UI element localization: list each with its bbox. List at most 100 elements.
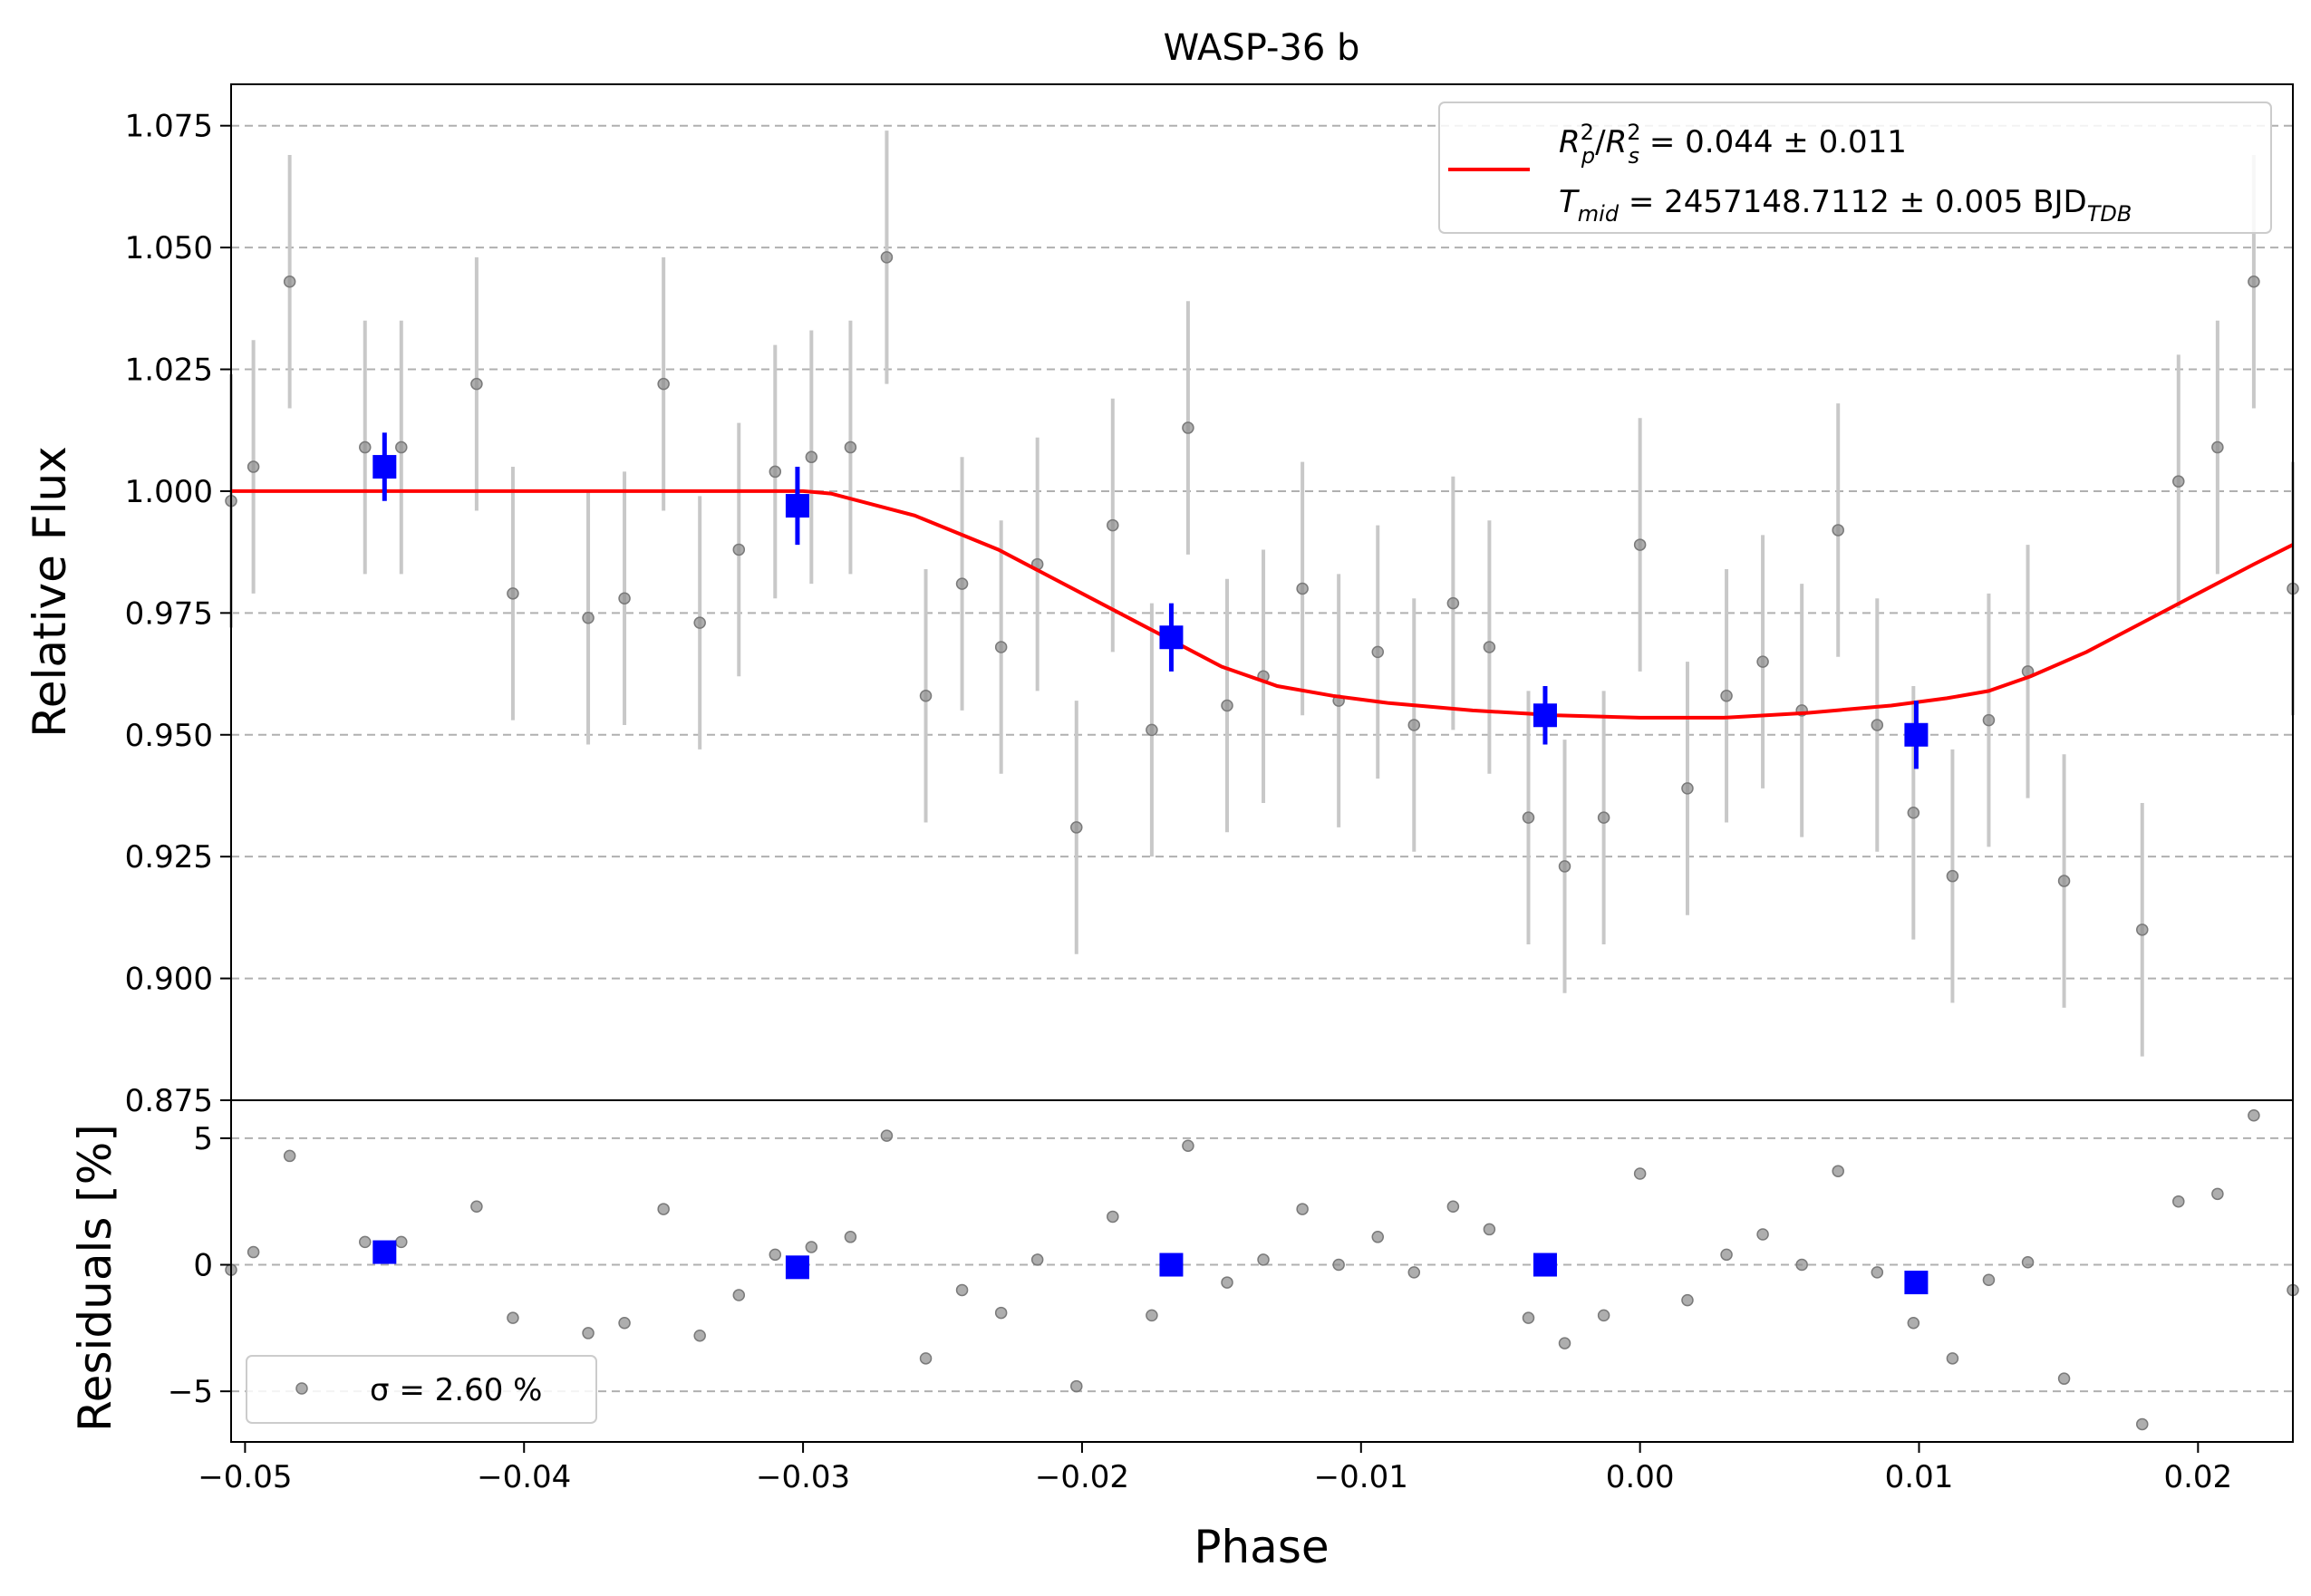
data-point xyxy=(1558,860,1571,873)
x-tick-label: −0.01 xyxy=(1314,1459,1408,1495)
residual-point xyxy=(618,1316,631,1330)
binned-point xyxy=(1533,703,1557,728)
data-point xyxy=(994,641,1008,653)
main-y-tick-label: 1.025 xyxy=(125,353,213,389)
residual-point xyxy=(1597,1309,1610,1322)
residual-point xyxy=(1720,1248,1733,1262)
residual-y-tick-label: −5 xyxy=(168,1374,213,1410)
data-point xyxy=(880,251,894,264)
residual-y-tick-label: 5 xyxy=(193,1121,213,1157)
residual-point xyxy=(1681,1293,1694,1307)
residual-point xyxy=(470,1200,483,1214)
data-point xyxy=(507,587,519,600)
binned-point xyxy=(372,455,397,479)
model-legend-line-1: R2 p/R2 s = 0.044 ± 0.011 xyxy=(1559,120,1907,169)
binned-point xyxy=(785,494,809,518)
residual-point xyxy=(732,1289,746,1301)
residual-point xyxy=(919,1352,933,1365)
data-point xyxy=(1446,596,1460,610)
x-tick-label: −0.03 xyxy=(756,1459,850,1495)
data-point xyxy=(1221,699,1233,712)
residual-legend-label: σ = 2.60 % xyxy=(370,1372,542,1408)
model-legend: R2 p/R2 s = 0.044 ± 0.011 Tmid = 2457148.7… xyxy=(1438,102,2272,234)
residual-point xyxy=(769,1248,782,1262)
residual-point xyxy=(1633,1167,1647,1180)
residual-point xyxy=(1182,1139,1194,1153)
data-point xyxy=(582,611,595,624)
residual-point xyxy=(1296,1203,1309,1215)
data-point xyxy=(955,577,969,590)
data-point xyxy=(1371,645,1385,659)
data-point xyxy=(2211,440,2224,454)
residual-point xyxy=(1871,1266,1884,1279)
residual-point xyxy=(2021,1255,2035,1269)
data-point xyxy=(919,690,933,702)
x-tick-label: 0.01 xyxy=(1885,1459,1954,1495)
residual-point xyxy=(395,1235,408,1249)
binned-residual-point xyxy=(1533,1253,1557,1277)
x-tick-label: −0.05 xyxy=(198,1459,292,1495)
main-y-axis-title: Relative Flux xyxy=(24,446,76,737)
data-point xyxy=(1871,719,1884,731)
model-legend-line-2: Tmid = 2457148.7112 ± 0.005 BJDTDB xyxy=(1559,184,2132,227)
residual-point xyxy=(657,1203,670,1215)
x-axis-title: Phase xyxy=(1194,1521,1329,1573)
residual-axes-frame xyxy=(230,1099,2294,1443)
residual-point xyxy=(247,1245,260,1259)
data-point xyxy=(2057,875,2071,887)
residual-point xyxy=(1332,1258,1345,1272)
data-point xyxy=(618,592,631,605)
residual-point xyxy=(359,1235,372,1249)
data-point xyxy=(1296,582,1309,595)
data-point xyxy=(1946,869,1959,883)
residual-y-ticks: −5 0 5 xyxy=(168,1121,231,1410)
residual-point xyxy=(994,1306,1008,1320)
residual-legend: σ = 2.60 % xyxy=(246,1355,597,1424)
residual-point xyxy=(1795,1258,1808,1272)
plot-title: WASP-36 b xyxy=(1164,27,1360,69)
main-y-ticks: 0.875 0.900 0.925 0.950 0.975 1.000 1.025 1.050… xyxy=(125,109,231,1119)
binned-points xyxy=(372,432,1929,769)
data-point xyxy=(769,465,782,479)
data-point xyxy=(395,440,408,454)
residual-y-tick-label: 0 xyxy=(193,1248,213,1284)
model-legend-box xyxy=(1438,102,2272,234)
residual-point xyxy=(1946,1352,1959,1365)
data-point xyxy=(1633,538,1647,551)
x-tick-label: −0.02 xyxy=(1035,1459,1129,1495)
residual-point xyxy=(283,1149,296,1163)
residual-legend-box xyxy=(246,1355,597,1424)
residual-point xyxy=(1446,1200,1460,1214)
data-point xyxy=(1597,811,1610,824)
data-point xyxy=(1720,690,1733,702)
binned-residual-point xyxy=(1904,1271,1929,1295)
data-point xyxy=(1907,807,1920,819)
residual-point xyxy=(2248,1109,2260,1122)
residual-point xyxy=(1982,1273,1996,1287)
residual-y-axis-title: Residuals [%] xyxy=(69,1124,121,1432)
binned-residual-point xyxy=(372,1240,397,1264)
residual-legend-marker xyxy=(295,1382,308,1395)
residual-point xyxy=(1371,1231,1385,1243)
residual-point xyxy=(2057,1372,2071,1385)
data-point xyxy=(844,440,857,454)
x-ticks: −0.05 −0.04 −0.03 −0.02 −0.01 0.00 0.01 0.02 xyxy=(198,1442,2232,1495)
residual-point xyxy=(1257,1253,1270,1266)
residual-point xyxy=(1483,1223,1496,1236)
data-point xyxy=(1681,782,1694,795)
main-y-tick-label: 0.925 xyxy=(125,839,213,875)
residual-point xyxy=(1907,1316,1920,1330)
residual-point xyxy=(1558,1337,1571,1349)
data-point xyxy=(283,275,296,288)
binned-residual-point xyxy=(1159,1253,1184,1277)
data-point xyxy=(1522,811,1535,824)
data-point xyxy=(247,460,260,473)
data-point xyxy=(693,616,706,629)
data-point xyxy=(470,377,483,391)
main-y-tick-label: 0.875 xyxy=(125,1083,213,1119)
data-point xyxy=(1182,421,1194,434)
residual-point xyxy=(1407,1266,1421,1279)
residual-point xyxy=(1107,1210,1119,1224)
binned-residual-points xyxy=(372,1240,1929,1295)
